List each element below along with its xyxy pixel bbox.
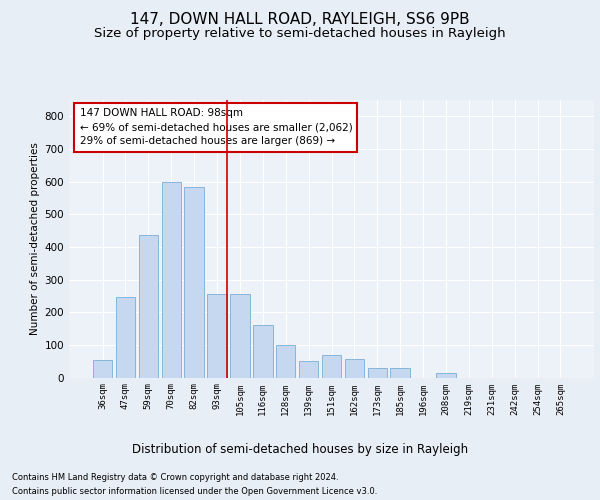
Bar — [391, 368, 410, 378]
Text: Distribution of semi-detached houses by size in Rayleigh: Distribution of semi-detached houses by … — [132, 442, 468, 456]
Bar — [230, 294, 250, 378]
Bar — [322, 356, 341, 378]
Bar — [299, 361, 319, 378]
Bar — [344, 358, 364, 378]
Text: Contains HM Land Registry data © Crown copyright and database right 2024.: Contains HM Land Registry data © Crown c… — [12, 472, 338, 482]
Bar — [208, 294, 227, 378]
Bar — [276, 345, 295, 378]
Bar — [253, 326, 272, 378]
Text: Contains public sector information licensed under the Open Government Licence v3: Contains public sector information licen… — [12, 488, 377, 496]
Y-axis label: Number of semi-detached properties: Number of semi-detached properties — [31, 142, 40, 335]
Text: 147 DOWN HALL ROAD: 98sqm
← 69% of semi-detached houses are smaller (2,062)
29% : 147 DOWN HALL ROAD: 98sqm ← 69% of semi-… — [79, 108, 352, 146]
Bar — [116, 296, 135, 378]
Text: 147, DOWN HALL ROAD, RAYLEIGH, SS6 9PB: 147, DOWN HALL ROAD, RAYLEIGH, SS6 9PB — [130, 12, 470, 28]
Bar — [368, 368, 387, 378]
Bar — [139, 236, 158, 378]
Bar — [161, 182, 181, 378]
Bar — [184, 186, 204, 378]
Bar — [436, 372, 455, 378]
Bar — [93, 360, 112, 378]
Text: Size of property relative to semi-detached houses in Rayleigh: Size of property relative to semi-detach… — [94, 28, 506, 40]
